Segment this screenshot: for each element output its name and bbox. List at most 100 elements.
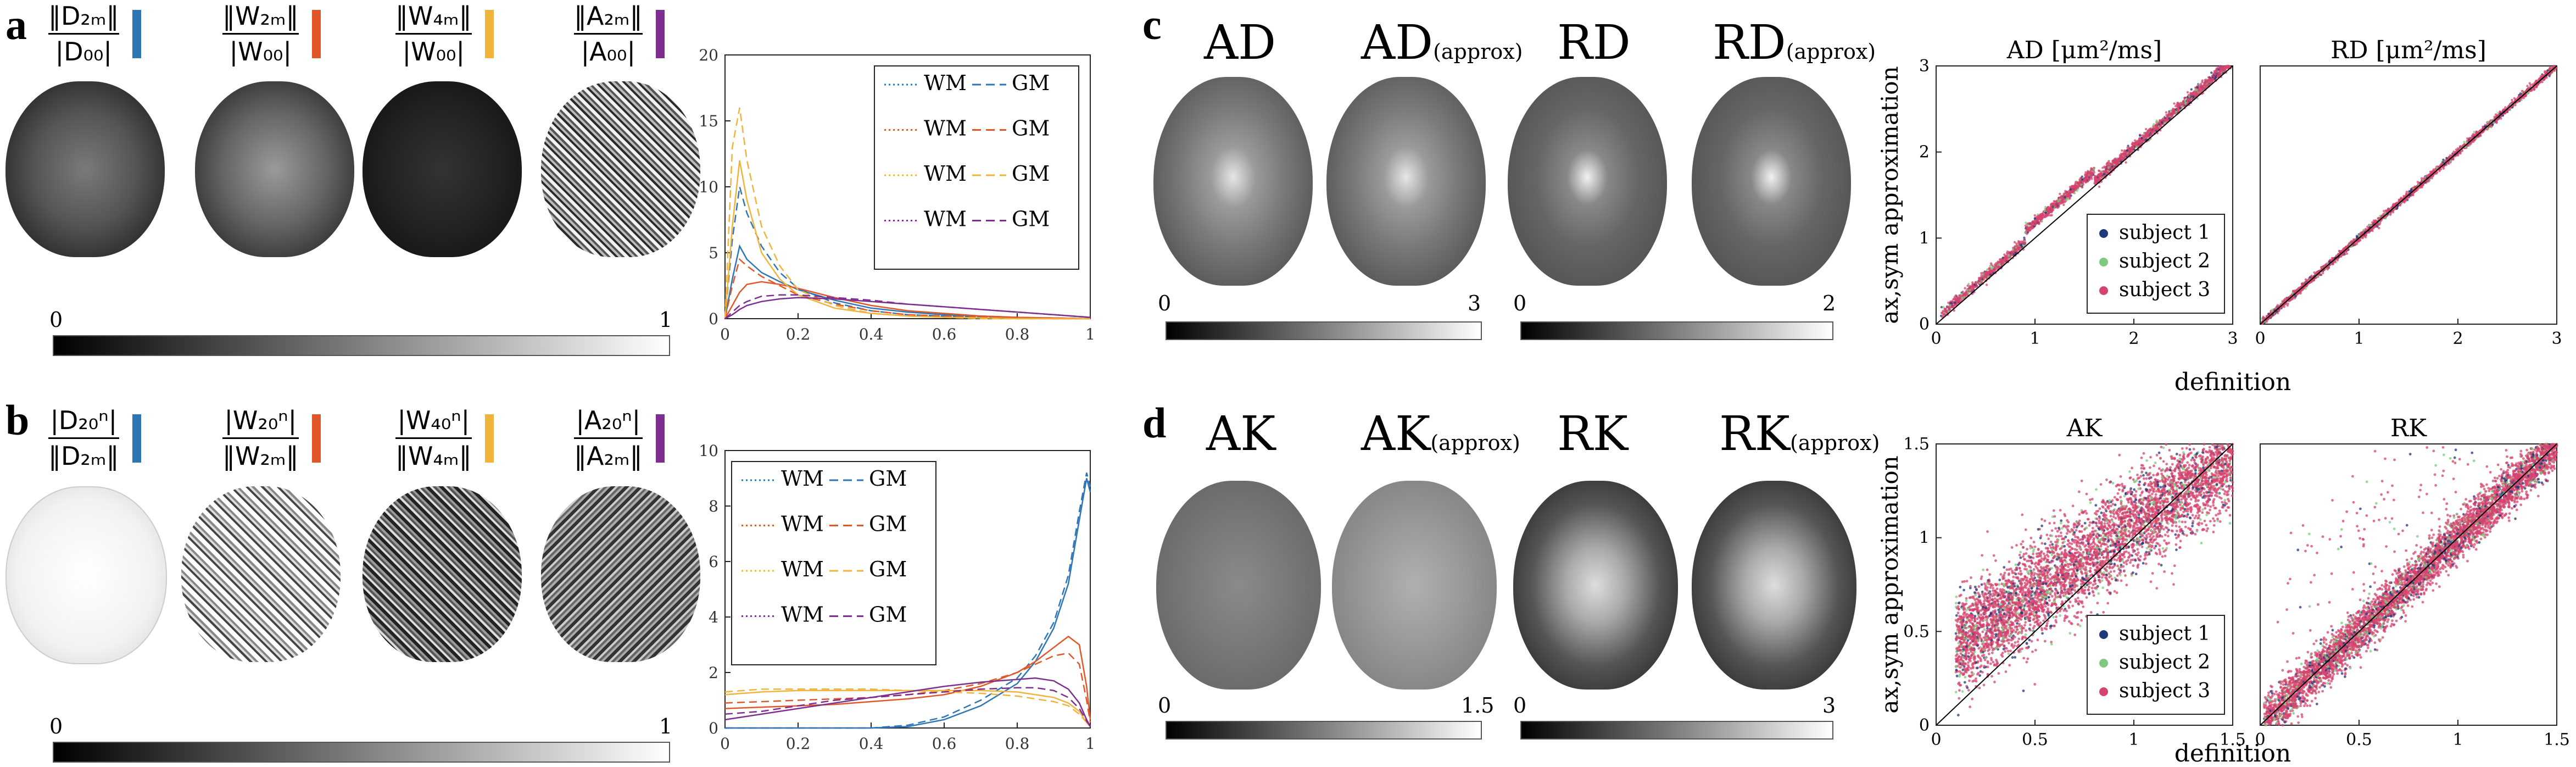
brain-map-a1 <box>5 81 165 257</box>
scatter-point <box>2383 209 2385 213</box>
legend-box <box>2087 214 2225 314</box>
scatter-point <box>2186 98 2189 102</box>
scatter-point <box>2174 110 2177 113</box>
scatter-point <box>2082 181 2084 185</box>
scatter-point <box>2050 209 2053 212</box>
scatter-point <box>1947 309 1950 313</box>
panel-label-b: b <box>5 396 30 444</box>
scatter-point <box>2345 252 2349 255</box>
scatter-point <box>1942 305 1945 309</box>
scatter-point <box>2141 134 2144 137</box>
scatter-point <box>2059 192 2061 196</box>
scatter-point <box>2008 254 2010 257</box>
panel-a-color-swatch <box>311 9 321 58</box>
scatter-point <box>2281 305 2284 308</box>
scatter-point <box>2114 159 2117 162</box>
scatter-point <box>2153 123 2155 126</box>
scatter-point <box>1954 301 1956 304</box>
scatter-point <box>1982 276 1986 279</box>
series-line-wm <box>724 677 1091 727</box>
scatter-point <box>2227 66 2229 69</box>
legend-gm-label: GM <box>1012 207 1050 231</box>
scatter-point <box>1993 269 1997 272</box>
panel-a-title-denominator: |A₀₀| <box>581 37 635 66</box>
scatter-point <box>2322 271 2324 275</box>
scatter-point <box>2086 177 2088 180</box>
panel-a-title-3: ‖W₄ₘ‖ |W₀₀| <box>395 3 494 64</box>
scatter-point <box>2200 84 2203 87</box>
scatter-point <box>1961 296 1964 299</box>
scatter-point <box>2165 119 2167 121</box>
scatter-point <box>1960 298 1964 301</box>
panel-d-map-title-4: RK(approx) <box>1719 407 1880 462</box>
scatter-point <box>2044 205 2047 209</box>
scatter-point <box>2066 193 2069 197</box>
scatter-point <box>2104 171 2106 174</box>
scatter-point <box>2079 183 2083 186</box>
scatter-point <box>2001 256 2005 259</box>
legend-wm-label: WM <box>924 116 967 141</box>
scatter-point <box>2040 220 2043 223</box>
scatter-point <box>2183 99 2187 102</box>
scatter-point <box>2078 180 2081 183</box>
panel-b-title-denominator: ‖W₂ₘ‖ <box>222 441 299 471</box>
panel-c-map-title-4: RD(approx) <box>1713 15 1876 70</box>
scatter-point <box>2017 241 2020 244</box>
scatter-point <box>2219 65 2222 68</box>
scatter-point <box>2110 167 2113 170</box>
scatter-point <box>2206 80 2209 82</box>
legend-gm-label: GM <box>1012 116 1050 141</box>
fraction-bar <box>222 33 299 35</box>
scatter-point <box>1978 281 1981 285</box>
scatter-point <box>1965 293 1968 296</box>
scatter-point <box>2152 125 2155 127</box>
legend-gm-label: GM <box>869 603 907 627</box>
legend-box <box>731 461 936 665</box>
colorbar-c1 <box>1166 321 1482 340</box>
scatter-point <box>2089 176 2092 179</box>
scatter-point <box>2076 182 2079 185</box>
scatter-point <box>2062 203 2065 207</box>
scatter-point <box>2121 149 2123 152</box>
scatter-point <box>2188 95 2191 98</box>
panel-c-map-title-subscript: (approx) <box>1433 40 1523 64</box>
brain-map-a3 <box>363 81 522 257</box>
scatter-point <box>2128 151 2131 154</box>
panel-b-title-numerator: |A₂₀ⁿ| <box>576 405 641 435</box>
scatter-point <box>2060 202 2063 205</box>
scatter-point <box>2047 206 2050 209</box>
scatter-point <box>2161 118 2164 121</box>
scatter-point <box>2544 70 2546 73</box>
scatter-point <box>2013 247 2016 249</box>
colorbar-a-min: 0 <box>49 308 63 332</box>
scatter-point <box>2025 227 2028 230</box>
scatter-point <box>2195 88 2199 91</box>
scatter-point <box>2283 305 2286 308</box>
scatter-point <box>2020 244 2022 247</box>
scatter-point <box>2012 251 2015 253</box>
scatter-point <box>2522 97 2525 99</box>
scatter-point <box>2107 166 2110 169</box>
scatter-point <box>2071 190 2074 192</box>
scatter-point <box>1966 284 1969 287</box>
scatter-point <box>2144 138 2148 141</box>
scatter-point <box>2073 192 2076 194</box>
scatter-point <box>1958 294 1961 297</box>
panel-b-title-4: |A₂₀ⁿ| ‖A₂ₘ‖ <box>574 408 665 469</box>
scatter-point <box>2056 202 2059 205</box>
scatter-point <box>2190 88 2193 91</box>
panel-a-title-denominator: |W₀₀| <box>229 37 292 66</box>
scatter-point <box>2000 262 2003 265</box>
scatter-point <box>2088 171 2091 174</box>
panel-a-color-swatch <box>132 9 141 58</box>
scatter-point <box>2126 149 2128 152</box>
scatter-point <box>2064 196 2066 199</box>
scatter-point <box>2155 121 2159 124</box>
scatter-point <box>2224 67 2227 70</box>
scatter-point <box>2500 117 2502 120</box>
scatter-point <box>2097 178 2100 181</box>
scatter-point <box>2535 79 2538 82</box>
scatter-title: AD [μm²/ms] <box>2006 36 2162 64</box>
scatter-point <box>2015 244 2018 247</box>
scatter-point <box>1985 284 1988 286</box>
